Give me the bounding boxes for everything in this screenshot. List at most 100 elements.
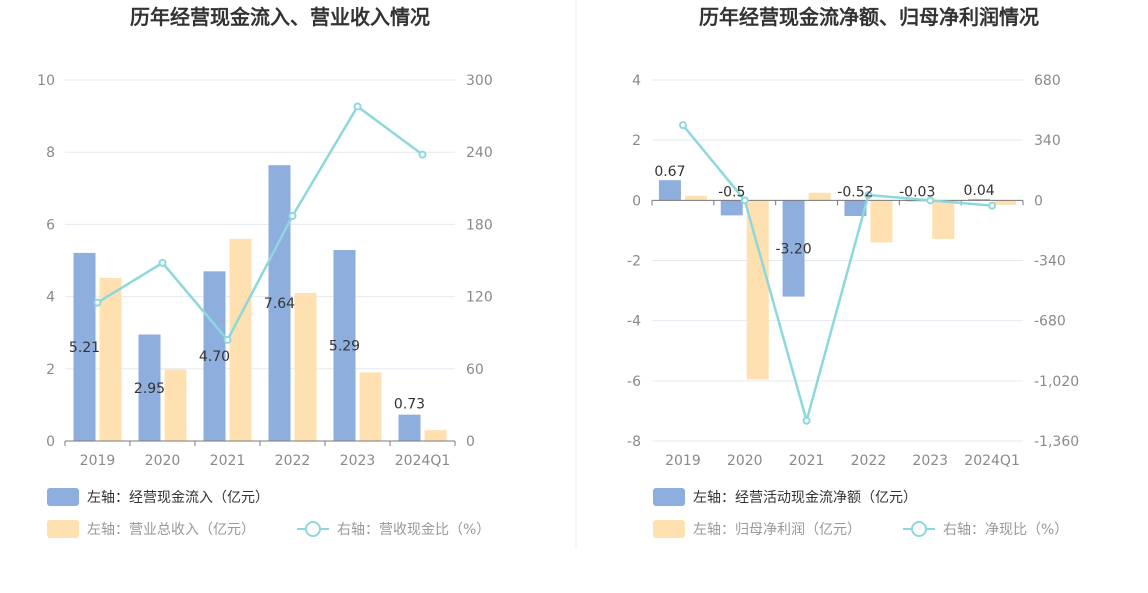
bar-data-label: -0.52 [837, 184, 873, 200]
bar-primary-2019 [658, 180, 681, 201]
ratio-line [96, 104, 424, 343]
bar-data-label: -0.5 [718, 184, 745, 200]
bar-secondary-2019 [684, 195, 707, 201]
legend-label: 右轴：营收现金比（%） [337, 522, 490, 538]
right-axis-tick-label: -1,360 [1034, 434, 1079, 450]
legend-swatch [653, 520, 685, 538]
left-axis-tick-label: -2 [627, 254, 641, 270]
category-label: 2022 [851, 453, 887, 469]
left-axis-tick-label: -4 [627, 314, 641, 330]
right-axis-tick-label: 300 [466, 73, 493, 89]
bar-secondary-2021 [229, 238, 252, 441]
legend-swatch [653, 488, 685, 506]
right-axis-tick-label: 120 [466, 290, 493, 306]
left-axis-tick-label: -8 [627, 434, 641, 450]
bar-primary-2023 [333, 250, 356, 441]
bar-primary-2024q1 [398, 414, 421, 441]
chart-title: 历年经营现金流入、营业收入情况 [130, 5, 430, 29]
line-point [678, 121, 687, 130]
chart-title: 历年经营现金流净额、归母净利润情况 [699, 5, 1039, 29]
left-axis-tick-label: 4 [46, 290, 55, 306]
ratio-line [681, 124, 993, 426]
line-point [988, 201, 997, 210]
bar-data-label: 5.21 [69, 340, 100, 356]
bar-primary-2021 [782, 200, 805, 297]
line-point [802, 416, 811, 425]
right-axis-tick-label: -680 [1034, 314, 1066, 330]
left-axis-tick-label: 0 [632, 193, 641, 209]
category-label: 2021 [789, 453, 825, 469]
legend-item[interactable]: 左轴：归母净利润（亿元） [653, 520, 861, 538]
left-axis-tick-label: 10 [37, 73, 55, 89]
right-axis-tick-label: 0 [466, 434, 475, 450]
line-point [223, 335, 232, 344]
left-axis-tick-label: 2 [46, 362, 55, 378]
category-label: 2019 [665, 453, 701, 469]
line-point [418, 150, 427, 159]
bar-primary-2019 [73, 252, 96, 441]
legend-swatch [47, 520, 79, 538]
line-point [288, 211, 297, 220]
legend-item[interactable]: 右轴：营收现金比（%） [297, 521, 490, 538]
legend-item[interactable]: 左轴：营业总收入（亿元） [47, 520, 255, 538]
bar-data-label: 7.64 [264, 296, 295, 312]
legend-circle-marker [305, 521, 321, 537]
left-axis-tick-label: -6 [627, 374, 641, 390]
bar-data-label: -0.03 [899, 184, 935, 200]
legend-circle-marker [911, 521, 927, 537]
legend-label: 左轴：营业总收入（亿元） [87, 522, 255, 538]
left-axis-tick-label: 8 [46, 145, 55, 161]
category-label: 2019 [80, 453, 116, 469]
chart-net-cashflow-profit: 历年经营现金流净额、归母净利润情况 -8 -6 -4 -2 0 2 4 -1,360 -1,0… [627, 5, 1079, 538]
legend-item[interactable]: 左轴：经营现金流入（亿元） [47, 488, 269, 506]
line-point [740, 196, 749, 205]
left-axis-tick-label: 4 [632, 73, 641, 89]
line-point [926, 196, 935, 205]
right-axis-tick-label: 340 [1034, 133, 1061, 149]
bar-data-label: 5.29 [329, 339, 360, 355]
right-axis-tick-label: 180 [466, 217, 493, 233]
bar-secondary-2022 [870, 200, 893, 243]
category-label: 2024Q1 [964, 453, 1020, 469]
bar-primary-2022 [268, 165, 291, 442]
bar-data-label: 2.95 [134, 381, 165, 397]
legend-label: 右轴：净现比（%） [943, 522, 1068, 538]
category-label: 2024Q1 [395, 453, 451, 469]
line-point [864, 191, 873, 200]
right-axis-tick-label: 0 [1034, 193, 1043, 209]
bar-primary-2020 [720, 200, 743, 216]
category-label: 2020 [145, 453, 181, 469]
right-axis-tick-label: 680 [1034, 73, 1061, 89]
left-axis-tick-label: 0 [46, 434, 55, 450]
bar-primary-2022 [844, 200, 867, 216]
legend-item[interactable]: 左轴：经营活动现金流净额（亿元） [653, 488, 917, 506]
category-label: 2022 [275, 453, 311, 469]
legend-label: 左轴：归母净利润（亿元） [693, 521, 861, 538]
legend-item[interactable]: 右轴：净现比（%） [903, 521, 1068, 538]
bar-secondary-2020 [746, 200, 769, 380]
bar-data-label: 4.70 [199, 349, 230, 365]
bar-secondary-2022 [294, 292, 317, 441]
line-point [93, 298, 102, 307]
bar-secondary-2023 [359, 372, 382, 441]
right-axis-tick-label: 240 [466, 145, 493, 161]
bar-secondary-2019 [99, 277, 122, 441]
bar-data-label: 0.73 [394, 397, 425, 413]
legend-label: 左轴：经营现金流入（亿元） [87, 490, 269, 506]
category-label: 2023 [340, 453, 376, 469]
legend-swatch [47, 488, 79, 506]
bar-secondary-2024q1 [424, 430, 447, 441]
left-axis-tick-label: 6 [46, 217, 55, 233]
bar-secondary-2021 [808, 192, 831, 201]
right-axis-tick-label: -1,020 [1034, 374, 1079, 390]
bar-secondary-2023 [932, 200, 955, 239]
category-label: 2020 [727, 453, 763, 469]
bar-secondary-2024q1 [994, 200, 1017, 205]
legend-label: 左轴：经营活动现金流净额（亿元） [693, 490, 917, 506]
line-point [353, 102, 362, 111]
bar-primary-2021 [203, 271, 226, 441]
category-label: 2021 [210, 453, 246, 469]
